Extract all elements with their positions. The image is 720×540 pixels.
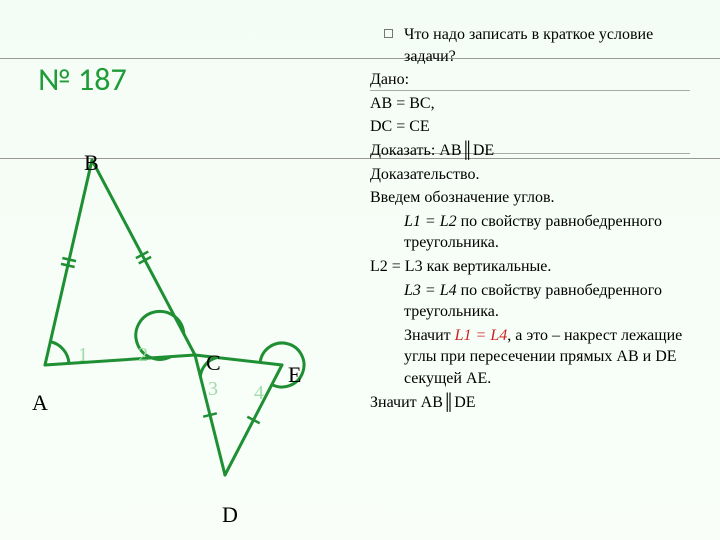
- figure-svg: [30, 140, 330, 520]
- angle-3: 3: [208, 378, 218, 401]
- angle-4: 4: [254, 382, 264, 405]
- intro-line: Введем обозначение углов.: [370, 187, 700, 209]
- step-2: L2 = L3 как вертикальные.: [370, 256, 700, 278]
- problem-number: № 187: [38, 60, 127, 99]
- step-3: L3 = L4 по свойству равнобедренного треу…: [370, 280, 700, 323]
- vertex-E: E: [288, 362, 301, 388]
- given-1: AB = BC,: [370, 93, 700, 115]
- vertex-D: D: [222, 502, 238, 528]
- vertex-A: A: [32, 390, 48, 416]
- vertex-C: C: [206, 350, 221, 376]
- angle-2: 2: [138, 344, 148, 367]
- given-heading: Дано:: [370, 69, 700, 91]
- geometry-figure: A B C D E 1 2 3 4: [30, 140, 330, 520]
- question-line: Что надо записать в краткое условие зада…: [370, 24, 700, 67]
- prove-line: Доказать: AB║DE: [370, 140, 700, 162]
- step-1: L1 = L2 по свойству равнобедренного треу…: [370, 211, 700, 254]
- proof-text: Что надо записать в краткое условие зада…: [370, 24, 700, 415]
- angle-1: 1: [78, 344, 88, 367]
- vertex-B: B: [84, 150, 99, 176]
- step-5: Значит AB║DE: [370, 392, 700, 414]
- step-4: Значит L1 = L4, а это – накрест лежащие …: [370, 325, 700, 390]
- proof-heading: Доказательство.: [370, 164, 700, 186]
- given-2: DC = CE: [370, 116, 700, 138]
